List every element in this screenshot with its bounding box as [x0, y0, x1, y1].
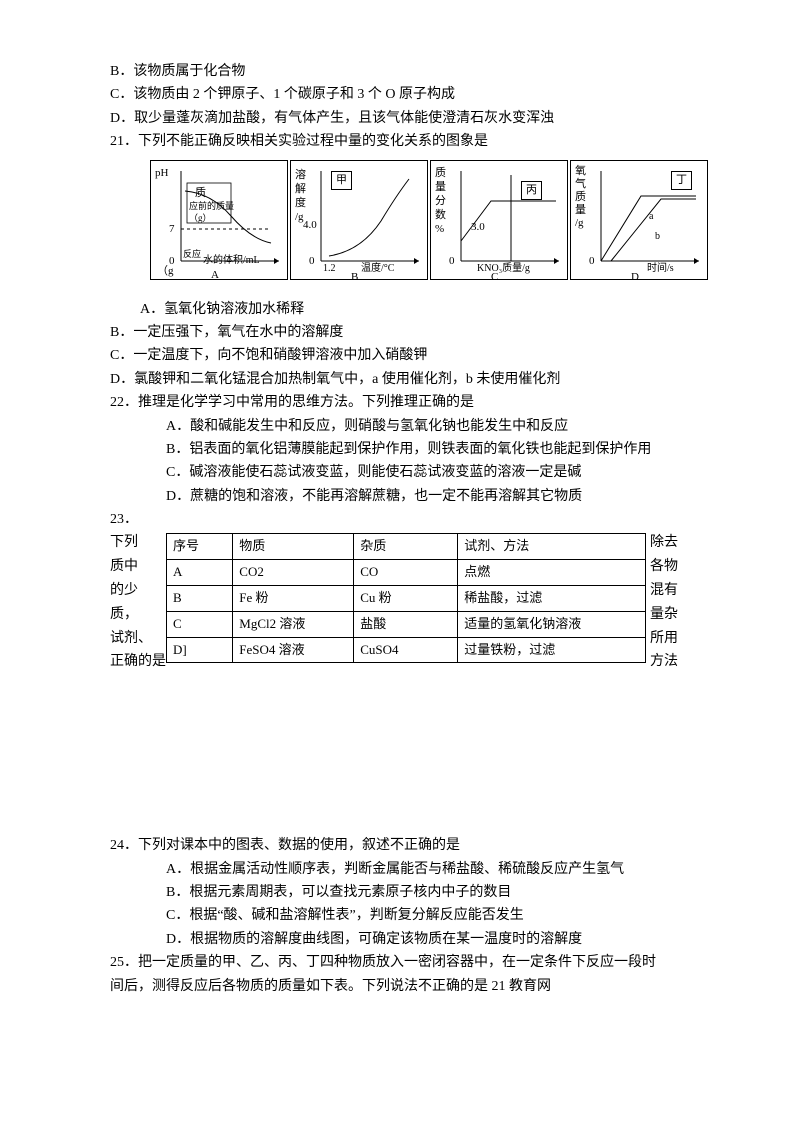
table-cell: CO2	[233, 560, 354, 586]
table-cell: Fe 粉	[233, 586, 354, 612]
chart-c-tick0: 0	[449, 253, 455, 271]
table-row: CMgCl2 溶液盐酸适量的氢氧化钠溶液	[167, 611, 646, 637]
table-header: 序号	[167, 534, 233, 560]
q23-right-text: 除去各物混有量杂所用方法	[646, 531, 706, 674]
table-cell: D]	[167, 637, 233, 663]
q23-left-fragment: 质，	[110, 603, 166, 627]
q23-right-fragment: 量杂	[650, 603, 706, 627]
table-header: 杂质	[354, 534, 458, 560]
table-cell: B	[167, 586, 233, 612]
q24-opt-b: B．根据元素周期表，可以查找元素原子核内中子的数目	[110, 882, 720, 904]
q24-opt-d: D．根据物质的溶解度曲线图，可确定该物质在某一温度时的溶解度	[110, 929, 720, 951]
q22-opt-a: A．酸和碱能发生中和反应，则硝酸与氢氧化钠也能发生中和反应	[110, 416, 720, 438]
chart-a-small: 反应	[183, 247, 201, 261]
q23-left-fragment: 下列	[110, 531, 166, 555]
q24-opt-c: C．根据“酸、碱和盐溶解性表”，判断复分解反应能否发生	[110, 905, 720, 927]
chart-c-label: C	[491, 269, 498, 287]
chart-c-xlabel: KNO₃质量/g	[477, 261, 530, 277]
chart-a-bl: （g	[157, 263, 174, 281]
chart-b-xlabel: 温度/°C	[361, 261, 394, 277]
q23-left-fragment: 的少	[110, 579, 166, 603]
q23-number: 23．	[110, 509, 720, 531]
table-cell: A	[167, 560, 233, 586]
table-cell: 过量铁粉，过滤	[458, 637, 646, 663]
table-row: D]FeSO4 溶液CuSO4过量铁粉，过滤	[167, 637, 646, 663]
table-cell: 点燃	[458, 560, 646, 586]
q23-right-fragment: 所用	[650, 627, 706, 651]
chart-b-label: B	[351, 269, 358, 287]
table-cell: 稀盐酸，过滤	[458, 586, 646, 612]
table-cell: 盐酸	[354, 611, 458, 637]
q25-stem2: 间后，测得反应后各物质的质量如下表。下列说法不正确的是 21 教育网	[110, 976, 720, 998]
q25-stem1: 25．把一定质量的甲、乙、丙、丁四种物质放入一密闭容器中，在一定条件下反应一段时	[110, 952, 720, 974]
chart-b-ticky: 4.0	[303, 217, 317, 235]
q23-block: 下列质中的少质，试剂、正确的是 序号物质杂质试剂、方法ACO2CO点燃BFe 粉…	[110, 531, 720, 674]
chart-c-ticky: 3.0	[471, 219, 485, 237]
q21-opt-c: C．一定温度下，向不饱和硝酸钾溶液中加入硝酸钾	[110, 345, 720, 367]
q23-right-fragment: 各物	[650, 555, 706, 579]
q24-stem: 24．下列对课本中的图表、数据的使用，叙述不正确的是	[110, 835, 720, 857]
table-header: 物质	[233, 534, 354, 560]
chart-d-tick0: 0	[589, 253, 595, 271]
q23-left-text: 下列质中的少质，试剂、正确的是	[110, 531, 166, 674]
chart-c-title: 丙	[521, 181, 542, 201]
chart-b-title: 甲	[331, 171, 352, 191]
chart-d: 氧 气 质 量 /g 丁 a b 0 时间/s D	[570, 160, 708, 280]
q23-left-fragment: 试剂、	[110, 627, 166, 651]
table-cell: Cu 粉	[354, 586, 458, 612]
chart-a-t3: （g）	[189, 211, 212, 225]
q23-right-fragment: 方法	[650, 650, 706, 674]
chart-a: pH 质 应前的质量 （g） 7 0 反应 水的体积/mL （g A	[150, 160, 288, 280]
q21-stem: 21．下列不能正确反映相关实验过程中量的变化关系的图象是	[110, 131, 720, 153]
table-cell: MgCl2 溶液	[233, 611, 354, 637]
pre-option-c: C．该物质由 2 个钾原子、1 个碳原子和 3 个 O 原子构成	[110, 84, 720, 106]
table-cell: CO	[354, 560, 458, 586]
table-cell: 适量的氢氧化钠溶液	[458, 611, 646, 637]
q23-right-fragment: 混有	[650, 579, 706, 603]
q22-stem: 22．推理是化学学习中常用的思维方法。下列推理正确的是	[110, 392, 720, 414]
chart-a-tick7: 7	[169, 221, 175, 239]
chart-d-title: 丁	[671, 171, 692, 191]
chart-d-a: a	[649, 209, 653, 225]
chart-d-xlabel: 时间/s	[647, 261, 674, 277]
table-cell: CuSO4	[354, 637, 458, 663]
chart-d-label: D	[631, 269, 639, 287]
table-row: ACO2CO点燃	[167, 560, 646, 586]
q24-opt-a: A．根据金属活动性顺序表，判断金属能否与稀盐酸、稀硫酸反应产生氢气	[110, 859, 720, 881]
q22-opt-b: B．铝表面的氧化铝薄膜能起到保护作用，则铁表面的氧化铁也能起到保护作用	[110, 439, 720, 461]
chart-d-y5: /g	[575, 215, 584, 233]
table-cell: FeSO4 溶液	[233, 637, 354, 663]
table-header: 试剂、方法	[458, 534, 646, 560]
chart-b-tick0: 0	[309, 253, 315, 271]
chart-b: 溶 解 度 /g 甲 4.0 0 1.2 温度/°C B	[290, 160, 428, 280]
table-row: BFe 粉Cu 粉稀盐酸，过滤	[167, 586, 646, 612]
q23-right-fragment: 除去	[650, 531, 706, 555]
q21-opt-a: A．氢氧化钠溶液加水稀释	[110, 299, 720, 321]
chart-a-label: A	[211, 267, 219, 285]
q21-charts: pH 质 应前的质量 （g） 7 0 反应 水的体积/mL （g A 溶 解 度…	[150, 160, 720, 280]
table-cell: C	[167, 611, 233, 637]
chart-c: 质 量 分 数 % 丙 3.0 0 KNO₃质量/g C	[430, 160, 568, 280]
q22-opt-d: D．蔗糖的饱和溶液，不能再溶解蔗糖，也一定不能再溶解其它物质	[110, 486, 720, 508]
q22-opt-c: C．碱溶液能使石蕊试液变蓝，则能使石蕊试液变蓝的溶液一定是碱	[110, 462, 720, 484]
q23-left-fragment: 正确的是	[110, 650, 166, 674]
q23-left-fragment: 质中	[110, 555, 166, 579]
q21-opt-b: B．一定压强下，氧气在水中的溶解度	[110, 322, 720, 344]
chart-d-b: b	[655, 229, 660, 245]
pre-option-b: B．该物质属于化合物	[110, 61, 720, 83]
q21-opt-d: D．氯酸钾和二氧化锰混合加热制氧气中，a 使用催化剂，b 未使用催化剂	[110, 369, 720, 391]
chart-c-y5: %	[435, 221, 444, 239]
pre-option-d: D．取少量蓬灰滴加盐酸，有气体产生，且该气体能使澄清石灰水变浑浊	[110, 108, 720, 130]
chart-b-tickx: 1.2	[323, 261, 336, 277]
q23-table: 序号物质杂质试剂、方法ACO2CO点燃BFe 粉Cu 粉稀盐酸，过滤CMgCl2…	[166, 533, 646, 663]
